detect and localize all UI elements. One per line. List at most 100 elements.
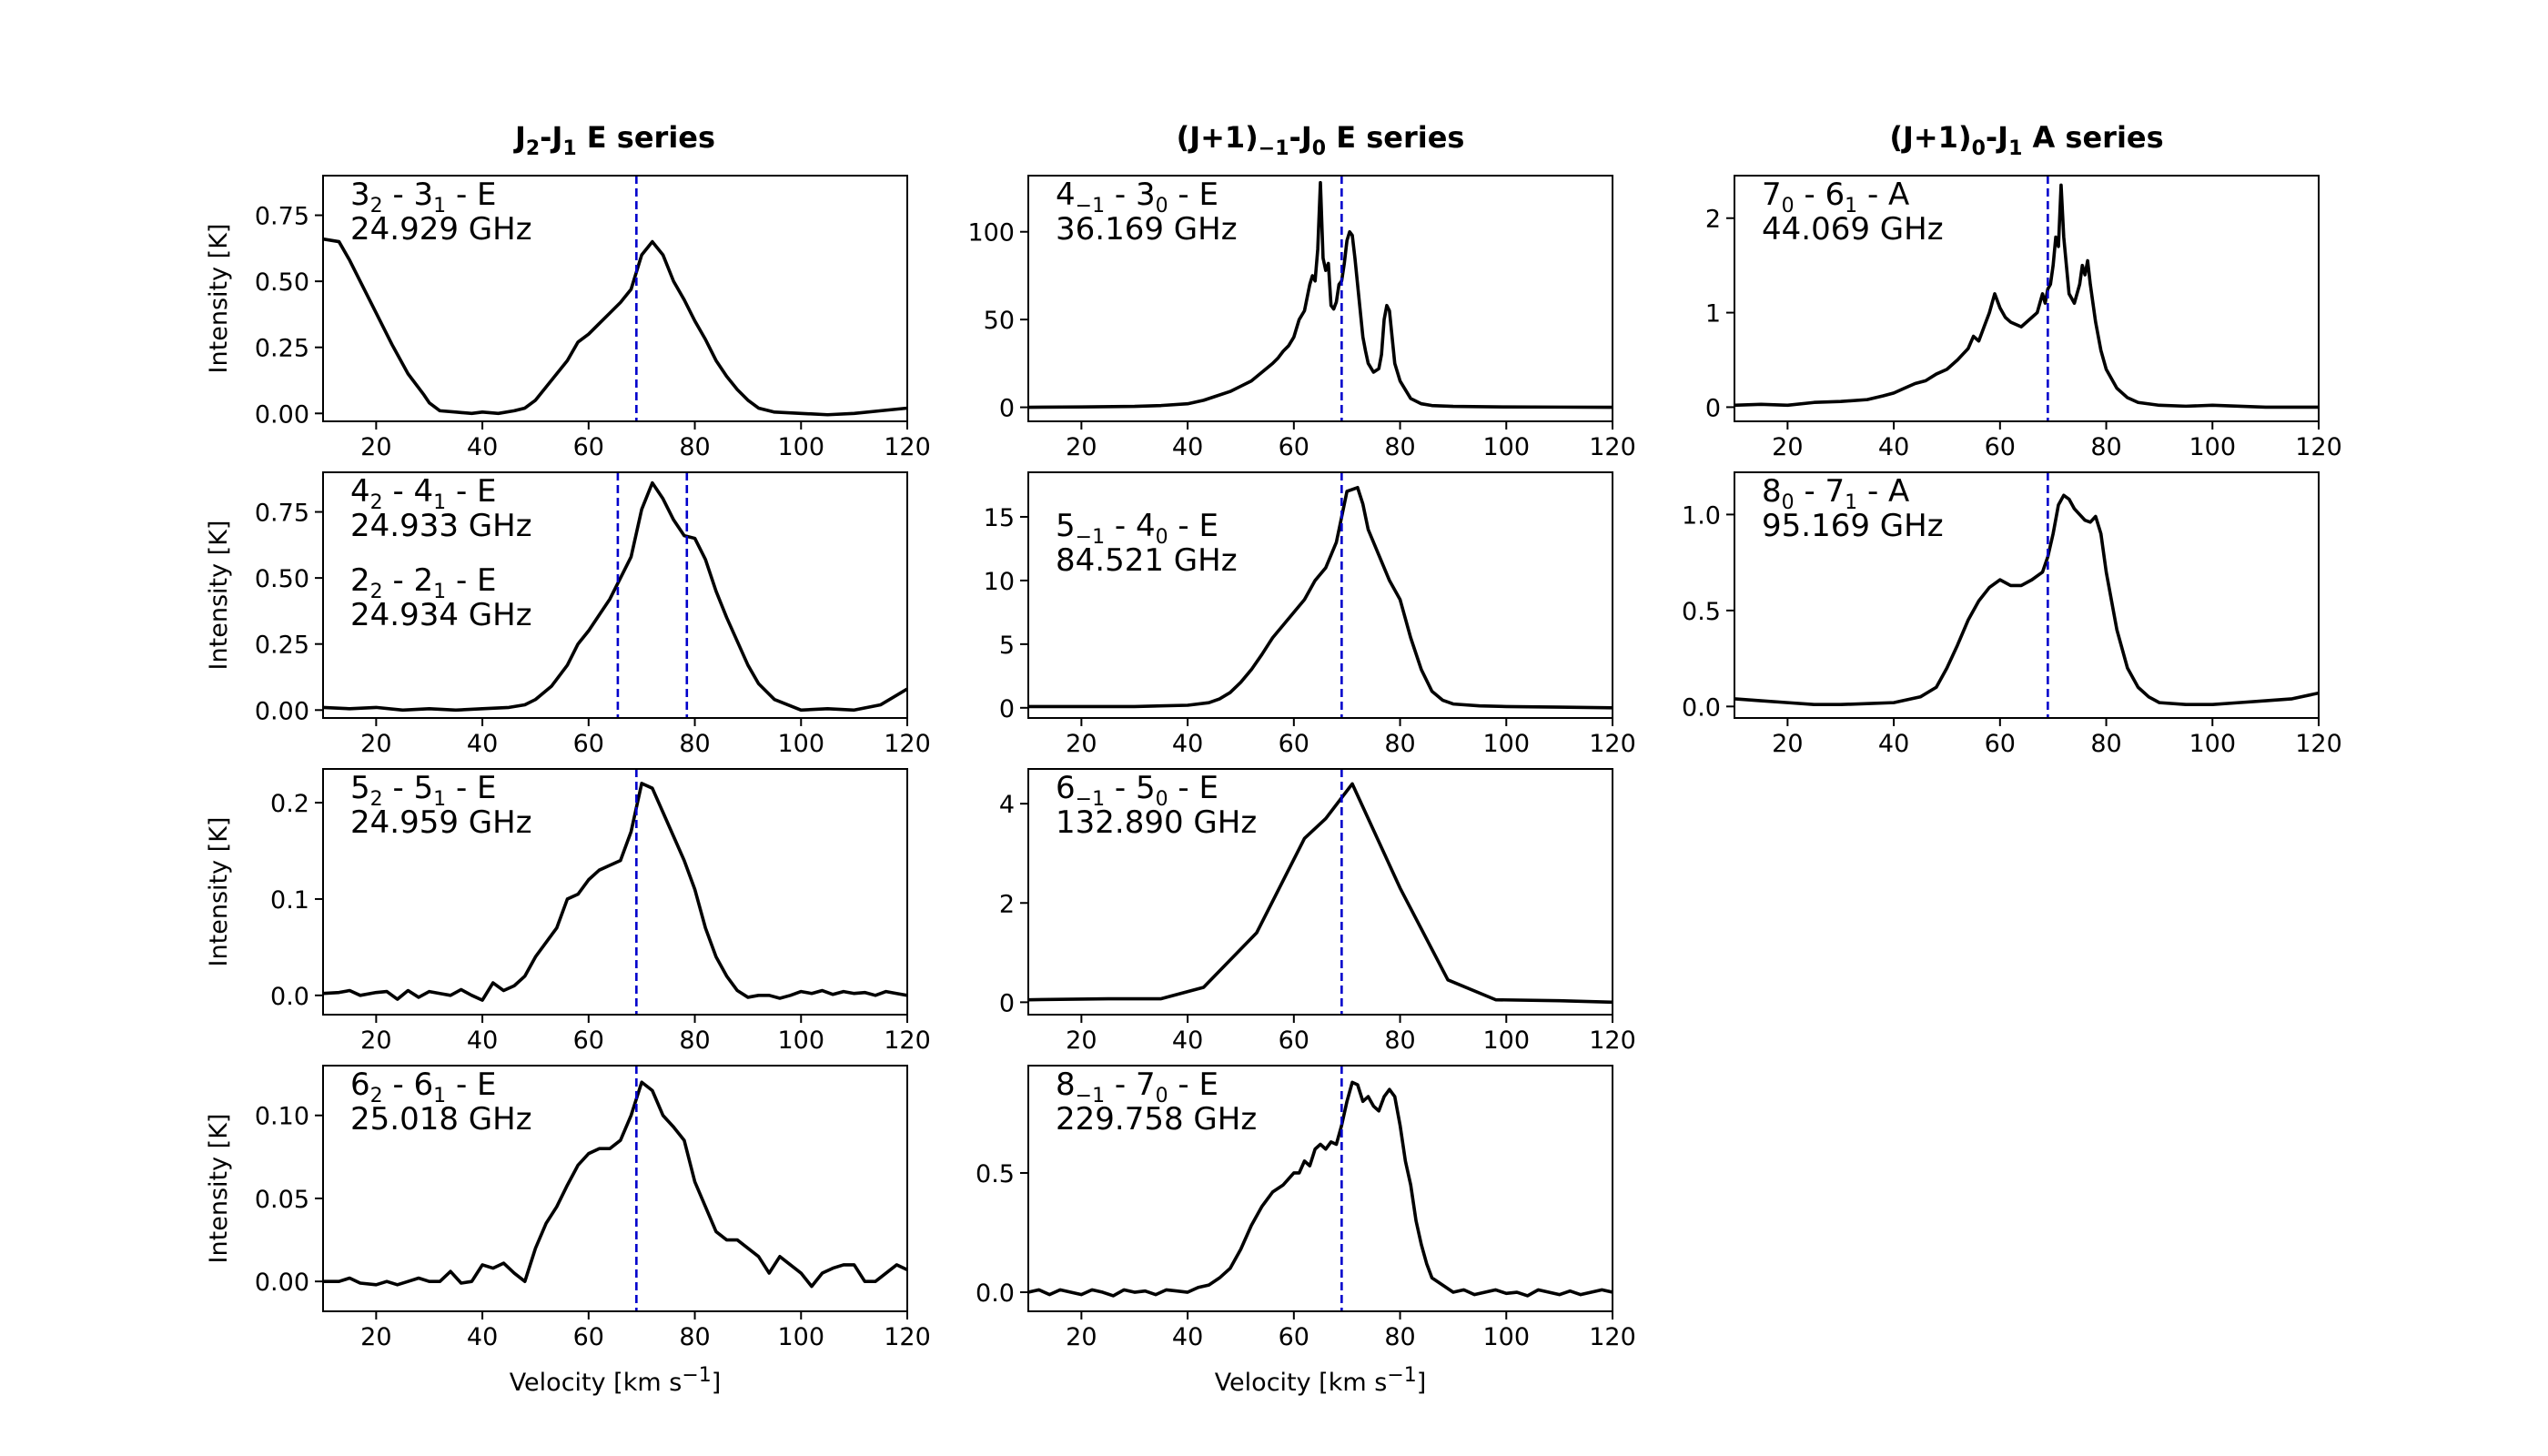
panel-6-transition: 6−1 - 50 - E: [1056, 770, 1218, 811]
panel-5-frequency: 84.521 GHz: [1056, 542, 1238, 579]
panel-0-xtick-label-60: 60: [573, 433, 604, 461]
panel-0-xtick-label-120: 120: [884, 433, 931, 461]
panel-8-xtick-label-60: 60: [1985, 433, 2016, 461]
panel-3-xtick-label-120: 120: [884, 1323, 931, 1351]
panel-5-frame: [1027, 471, 1613, 719]
panel-5-ytick-label-0: 0: [999, 695, 1015, 723]
panel-6-ytick-label-1: 2: [999, 890, 1015, 918]
panel-9-ytick-label-2: 1.0: [1682, 501, 1721, 530]
panel-3-xtick-label-40: 40: [467, 1323, 498, 1351]
panel-8-xtick-label-80: 80: [2090, 433, 2121, 461]
panel-6-xtick-label-80: 80: [1384, 1026, 1415, 1055]
panel-7-frame: [1027, 1065, 1613, 1312]
panel-2-frame: [322, 768, 908, 1016]
panel-3-xlabel: Velocity [km s−1]: [510, 1364, 722, 1397]
panel-7-xtick-label-120: 120: [1589, 1323, 1636, 1351]
panel-9-frame: [1734, 471, 2320, 719]
panel-1-ytick-label-1: 0.25: [255, 632, 309, 660]
panel-2-xtick-label-80: 80: [679, 1026, 710, 1055]
panel-8-frame: [1734, 175, 2320, 422]
panel-8-xtick-label-100: 100: [2189, 433, 2236, 461]
panel-4-frequency: 36.169 GHz: [1056, 211, 1238, 248]
panel-0-ytick-label-2: 0.50: [255, 268, 309, 297]
panel-1-xtick-label-40: 40: [467, 730, 498, 758]
panel-3-ytick-label-0: 0.00: [255, 1269, 309, 1297]
panel-7-ytick-label-1: 0.5: [976, 1160, 1015, 1188]
panel-8-xtick-label-20: 20: [1772, 433, 1803, 461]
panel-0-ytick-label-3: 0.75: [255, 203, 309, 231]
panel-1-ytick-label-0: 0.00: [255, 697, 309, 725]
panel-9-xtick-label-20: 20: [1772, 730, 1803, 758]
panel-9-transition: 80 - 71 - A: [1762, 473, 1909, 514]
panel-1-second-transition: 22 - 21 - E: [350, 562, 497, 603]
panel-col2-row2: 20 40 60 80 100 120 0 5 10 15 5−1 - 40 - E84.521 G…: [984, 471, 1636, 758]
panel-3-ylabel: Intensity [K]: [205, 1114, 233, 1264]
panel-5-xtick-label-60: 60: [1279, 730, 1309, 758]
panel-8-xtick-label-120: 120: [2295, 433, 2342, 461]
panel-7-spectrum-line: [1028, 1080, 1613, 1298]
panel-9-xtick-label-80: 80: [2090, 730, 2121, 758]
panel-3-transition: 62 - 61 - E: [350, 1067, 497, 1107]
panel-0-xtick-label-80: 80: [679, 433, 710, 461]
panel-4-xtick-label-100: 100: [1482, 433, 1530, 461]
panel-8-xtick-label-40: 40: [1878, 433, 1909, 461]
panel-col1-row1: 20 40 60 80 100 120 0.00 0.25 0.50 0.75 Intensity …: [205, 175, 931, 461]
panel-6-frame: [1027, 768, 1613, 1016]
panel-1-frame: [322, 471, 908, 719]
panel-5-xtick-label-120: 120: [1589, 730, 1636, 758]
panel-9-spectrum-line: [1734, 493, 2319, 707]
column-title-3: (J+1)0-J1 A series: [1889, 120, 2163, 160]
panel-4-xtick-label-120: 120: [1589, 433, 1636, 461]
panel-9-xtick-label-100: 100: [2189, 730, 2236, 758]
panel-col1-row3: 20 40 60 80 100 120 0.0 0.1 0.2 Intensity [K] 52 -…: [205, 768, 931, 1055]
panel-3-xtick-label-20: 20: [360, 1323, 391, 1351]
panel-2-frequency: 24.959 GHz: [350, 804, 532, 841]
panel-1-xtick-label-80: 80: [679, 730, 710, 758]
panel-0-transition: 32 - 31 - E: [350, 177, 497, 217]
panel-2-xtick-label-40: 40: [467, 1026, 498, 1055]
column-title-1: J2-J1 E series: [513, 120, 715, 160]
panel-9-ytick-label-0: 0.0: [1682, 693, 1721, 722]
panel-5-spectrum-line: [1028, 485, 1613, 710]
panel-4-xtick-label-20: 20: [1066, 433, 1097, 461]
panel-9-xtick-label-60: 60: [1985, 730, 2016, 758]
panel-3-frequency: 25.018 GHz: [350, 1101, 532, 1138]
panel-2-spectrum-line: [323, 782, 907, 1002]
panel-8-spectrum-line: [1734, 183, 2319, 410]
panel-3-xtick-label-60: 60: [573, 1323, 604, 1351]
panel-8-frequency: 44.069 GHz: [1762, 211, 1944, 248]
panel-2-xtick-label-60: 60: [573, 1026, 604, 1055]
panel-1-xtick-label-120: 120: [884, 730, 931, 758]
panel-0-ytick-label-0: 0.00: [255, 400, 309, 429]
panel-0-xtick-label-40: 40: [467, 433, 498, 461]
panel-0-ylabel: Intensity [K]: [205, 224, 233, 374]
panel-4-ytick-label-0: 0: [999, 395, 1015, 423]
panel-5-ytick-label-1: 5: [999, 632, 1015, 660]
panel-4-frame: [1027, 175, 1613, 422]
panel-5-transition: 5−1 - 40 - E: [1056, 508, 1218, 549]
panel-5-xtick-label-100: 100: [1482, 730, 1530, 758]
panel-8-ytick-label-0: 0: [1705, 394, 1721, 422]
panel-1-second-frequency: 24.934 GHz: [350, 597, 532, 633]
panel-2-xtick-label-100: 100: [777, 1026, 824, 1055]
panel-3-xtick-label-100: 100: [777, 1323, 824, 1351]
panel-7-xtick-label-80: 80: [1384, 1323, 1415, 1351]
panel-col1-row4: 20 40 60 80 100 120 0.00 0.05 0.10 Intensity [K] V…: [205, 1065, 931, 1397]
panel-5-ytick-label-3: 15: [984, 504, 1015, 532]
panel-0-xtick-label-20: 20: [360, 433, 391, 461]
panel-4-xtick-label-40: 40: [1172, 433, 1203, 461]
panel-6-spectrum-line: [1028, 782, 1613, 1005]
panel-col2-row4: 20 40 60 80 100 120 0.0 0.5 Velocity [km s−1] 8−1…: [976, 1065, 1636, 1397]
panel-6-xtick-label-60: 60: [1279, 1026, 1309, 1055]
panel-6-xtick-label-20: 20: [1066, 1026, 1097, 1055]
panel-2-ytick-label-0: 0.0: [270, 983, 309, 1011]
panel-3-xtick-label-80: 80: [679, 1323, 710, 1351]
panel-4-xtick-label-80: 80: [1384, 433, 1415, 461]
panel-7-xtick-label-100: 100: [1482, 1323, 1530, 1351]
panel-6-ytick-label-2: 4: [999, 791, 1015, 819]
panel-3-frame: [322, 1065, 908, 1312]
panel-8-ytick-label-2: 2: [1705, 206, 1721, 234]
panel-2-ytick-label-2: 0.2: [270, 790, 309, 818]
